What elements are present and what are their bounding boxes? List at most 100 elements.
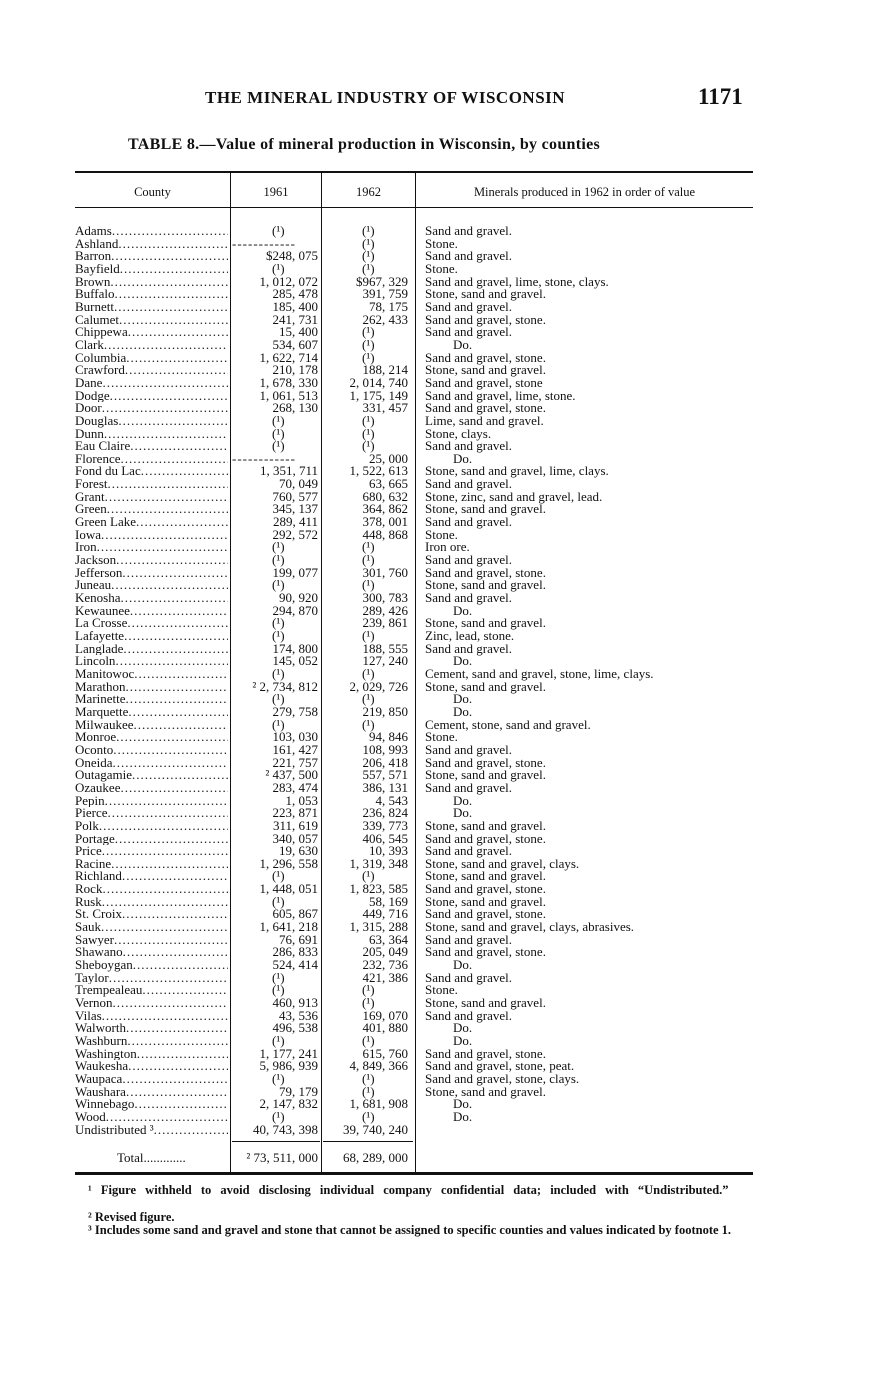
- county-cell: Washington: [75, 1048, 228, 1061]
- value-1962-cell: 2, 014, 740: [349, 374, 409, 390]
- minerals-cell: Stone.: [425, 260, 458, 276]
- table-row: Sawyer 76, 691 63, 364 Sand and gravel.: [0, 931, 879, 947]
- table-row: Buffalo 285, 478 391, 759 Stone, sand and g…: [0, 286, 879, 302]
- value-1962-cell: (¹): [362, 577, 375, 593]
- minerals-cell: Cement, stone, sand and gravel.: [425, 716, 591, 732]
- table-row: Columbia 1, 622, 714 (¹) Sand and gravel, s…: [0, 351, 879, 365]
- column-divider: [230, 173, 231, 1173]
- value-1962-cell: 10, 393: [369, 843, 408, 859]
- table-row: Washburn (¹) (¹) Do.: [0, 1033, 879, 1048]
- value-1962-cell: (¹): [362, 628, 375, 643]
- table-row: Pierce 223, 871 236, 824 Do.: [0, 806, 879, 820]
- minerals-cell: Stone, sand and gravel.: [425, 1083, 546, 1099]
- value-1961-cell: (¹): [272, 628, 285, 643]
- column-divider: [415, 173, 416, 1173]
- column-divider: [321, 173, 322, 1173]
- minerals-cell: Do.: [453, 1108, 473, 1124]
- value-1961-cell: 285, 478: [272, 286, 319, 302]
- value-1962-cell: (¹): [362, 336, 375, 352]
- value-1961-cell: 283, 474: [272, 779, 319, 795]
- minerals-cell: Sand and gravel.: [425, 931, 513, 947]
- value-1961-cell: 1, 641, 218: [259, 919, 319, 935]
- footnote-2: ² Revised figure.: [88, 1210, 175, 1224]
- value-1962-cell: 680, 632: [362, 488, 409, 504]
- county-cell: Ashland: [75, 238, 228, 251]
- minerals-cell: Stone, sand and gravel.: [425, 678, 546, 694]
- minerals-cell: Stone, sand and gravel.: [425, 286, 546, 302]
- value-1962-cell: 205, 049: [362, 944, 409, 960]
- value-1961-cell: 40, 743, 398: [253, 1121, 318, 1137]
- value-1962-cell: 300, 783: [362, 590, 409, 606]
- table-row: Waukesha 5, 986, 939 4, 849, 366 Sand and g…: [0, 1058, 879, 1074]
- value-1961-cell: 145, 052: [272, 653, 319, 669]
- minerals-cell: Sand and gravel, stone.: [425, 944, 546, 960]
- total-rule-1962: [323, 1141, 413, 1142]
- county-cell: Fond du Lac: [75, 465, 228, 478]
- value-1962-cell: (¹): [362, 1033, 375, 1048]
- minerals-cell: Sand and gravel.: [425, 552, 513, 568]
- value-1962-cell: 1, 319, 348: [349, 855, 409, 871]
- table-row: Trempealeau (¹) (¹) Stone.: [0, 984, 879, 997]
- minerals-cell: Stone, sand and gravel.: [425, 893, 546, 909]
- table-row: Ashland ------------ (¹) Stone.: [0, 237, 879, 251]
- table-row: Eau Claire (¹) (¹) Sand and gravel.: [0, 439, 879, 453]
- table-row: Dodge 1, 061, 513 1, 175, 149 Sand and grav…: [0, 389, 879, 403]
- value-1961-cell: ² 437, 500: [265, 767, 318, 783]
- value-1962-cell: 63, 665: [369, 476, 408, 492]
- value-1962-cell: 188, 214: [362, 362, 409, 378]
- minerals-cell: Stone.: [425, 729, 458, 745]
- minerals-cell: Do.: [453, 703, 473, 719]
- value-1962-cell: 4, 849, 366: [349, 1058, 409, 1074]
- county-cell: La Crosse: [75, 617, 228, 630]
- table-row: Undistributed ³ 40, 743, 398 39, 740, 240: [0, 1121, 879, 1137]
- table-row: Florence ------------ 25, 000 Do.: [0, 450, 879, 466]
- minerals-cell: Sand and gravel, stone, peat.: [425, 1058, 575, 1074]
- minerals-cell: Do.: [453, 1020, 473, 1036]
- value-1962-cell: (¹): [362, 868, 375, 884]
- table-row: Dane 1, 678, 330 2, 014, 740 Sand and grave…: [0, 374, 879, 390]
- value-1962-cell: (¹): [362, 1108, 375, 1124]
- table-row: Crawford 210, 178 188, 214 Stone, sand and …: [0, 362, 879, 378]
- table-row: Lafayette (¹) (¹) Zinc, lead, stone.: [0, 628, 879, 643]
- table-row: Burnett 185, 400 78, 175 Sand and gravel.: [0, 300, 879, 314]
- county-cell: Crawford: [75, 364, 228, 377]
- table-row: Green 345, 137 364, 862 Stone, sand and gra…: [0, 503, 879, 516]
- value-1962-cell: 219, 850: [362, 703, 409, 719]
- value-1961-cell: 311, 619: [272, 817, 318, 833]
- county-cell: Vilas: [75, 1010, 228, 1023]
- minerals-cell: Do.: [453, 602, 473, 618]
- value-1961-cell: 460, 913: [272, 995, 319, 1011]
- county-cell: Pepin: [75, 795, 228, 808]
- minerals-cell: Sand and gravel.: [425, 324, 513, 340]
- minerals-cell: Sand and gravel, stone.: [425, 400, 546, 416]
- table-row: Bayfield (¹) (¹) Stone.: [0, 260, 879, 276]
- table-row: Calumet 241, 731 262, 433 Sand and gravel, …: [0, 313, 879, 327]
- value-1962-cell: 25, 000: [369, 450, 408, 466]
- value-1961-cell: 294, 870: [272, 602, 319, 618]
- table-row: Chippewa 15, 400 (¹) Sand and gravel.: [0, 324, 879, 340]
- table-row: Outagamie ² 437, 500 557, 571 Stone, sand a…: [0, 767, 879, 783]
- table-row: Lincoln 145, 052 127, 240 Do.: [0, 653, 879, 669]
- value-1962-cell: (¹): [362, 425, 375, 441]
- value-1961-cell: 43, 536: [279, 1007, 318, 1023]
- value-1961-cell: 70, 049: [279, 476, 318, 492]
- table-row: Oneida 221, 757 206, 418 Sand and gravel, s…: [0, 756, 879, 770]
- table-row: St. Croix 605, 867 449, 716 Sand and gravel…: [0, 908, 879, 921]
- table-row: Kewaunee 294, 870 289, 426 Do.: [0, 602, 879, 618]
- county-cell: Lafayette: [75, 630, 228, 643]
- value-1962-cell: (¹): [362, 665, 375, 681]
- minerals-cell: Stone, zinc, sand and gravel, lead.: [425, 488, 603, 504]
- table-bottom-rule: [75, 1172, 753, 1175]
- value-1962-cell: 2, 029, 726: [349, 678, 409, 694]
- minerals-cell: Iron ore.: [425, 539, 470, 555]
- value-1961-cell: (¹): [272, 539, 285, 555]
- minerals-cell: Stone, sand and gravel.: [425, 615, 546, 631]
- minerals-cell: Stone, sand and gravel, clays.: [425, 855, 580, 871]
- value-1961-cell: (¹): [272, 552, 285, 568]
- minerals-cell: Sand and gravel, stone.: [425, 1045, 546, 1061]
- table-row: Ozaukee 283, 474 386, 131 Sand and gravel.: [0, 779, 879, 795]
- county-cell: Ozaukee: [75, 782, 228, 795]
- table-row: Kenosha 90, 920 300, 783 Sand and gravel.: [0, 590, 879, 606]
- table-row: Sheboygan 524, 414 232, 736 Do.: [0, 958, 879, 972]
- county-cell: Iowa: [75, 529, 228, 542]
